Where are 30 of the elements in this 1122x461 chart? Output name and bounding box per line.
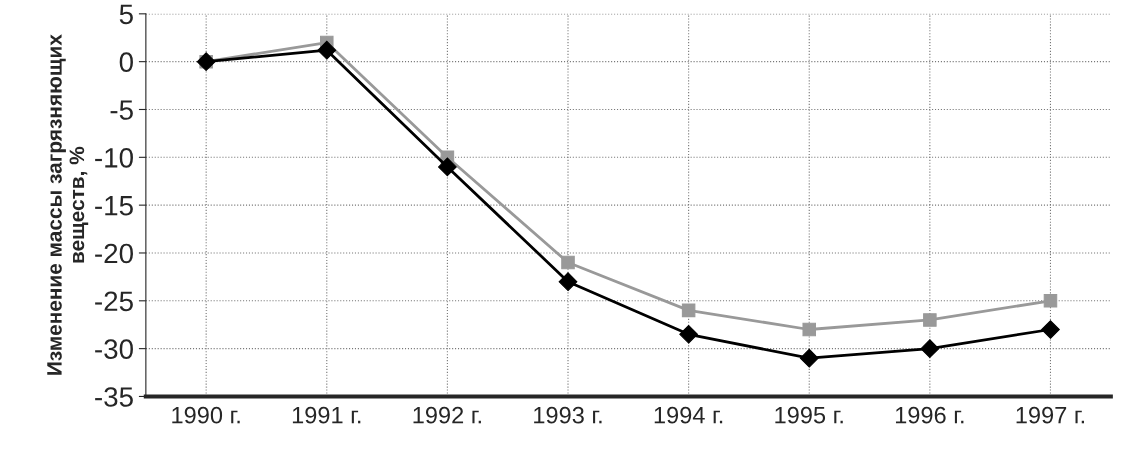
- point: [681, 303, 696, 318]
- x-tick-label: 1995 г.: [775, 406, 843, 424]
- point: [558, 272, 578, 292]
- x-tick-label: 1991 г.: [292, 406, 361, 424]
- point: [802, 322, 817, 337]
- point: [1041, 320, 1060, 339]
- point: [799, 348, 819, 368]
- y-tick-label: -10: [95, 147, 133, 168]
- x-tick-label: 1997 г.: [1016, 406, 1084, 424]
- x-tick-label: 1996 г.: [895, 406, 964, 424]
- point: [1043, 294, 1058, 308]
- point: [920, 339, 940, 358]
- point: [679, 324, 698, 344]
- y-tick-label: -15: [95, 196, 133, 216]
- x-tick-label: 1992 г.: [413, 406, 481, 424]
- y-tick-label: -35: [95, 387, 133, 407]
- point: [317, 40, 337, 60]
- x-tick-label: 1994 г.: [654, 406, 723, 424]
- y-tick-label: 5: [119, 4, 133, 25]
- point: [923, 313, 937, 327]
- point: [438, 157, 457, 177]
- x-tick-label: 1993 г.: [534, 406, 602, 424]
- y-tick-label: -25: [95, 291, 133, 312]
- y-tick-label: -30: [95, 339, 133, 359]
- y-tick-label: -20: [95, 243, 133, 264]
- x-tick-label: 1990 г.: [172, 406, 240, 424]
- y-axis-title: Изменение массы загрязняющих веществ, %: [47, 34, 89, 375]
- point: [561, 255, 575, 270]
- y-tick-label: -5: [110, 100, 133, 120]
- y-tick-label: 0: [119, 52, 133, 72]
